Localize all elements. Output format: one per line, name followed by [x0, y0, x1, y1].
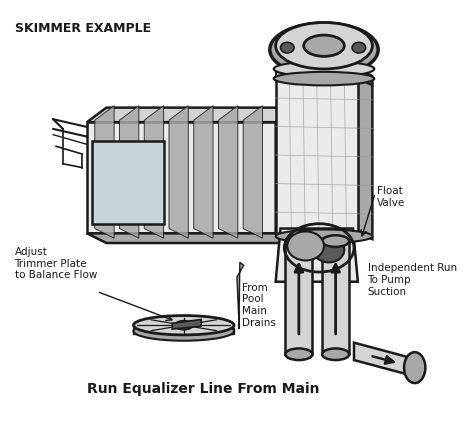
- Text: Float
Valve: Float Valve: [377, 186, 405, 207]
- Polygon shape: [237, 263, 244, 329]
- Polygon shape: [219, 107, 238, 239]
- Polygon shape: [276, 229, 358, 282]
- Ellipse shape: [313, 238, 344, 263]
- Text: SKIMMER EXAMPLE: SKIMMER EXAMPLE: [15, 22, 151, 34]
- Polygon shape: [134, 329, 234, 334]
- Ellipse shape: [404, 352, 425, 383]
- Ellipse shape: [276, 24, 373, 70]
- Polygon shape: [169, 107, 188, 239]
- Ellipse shape: [281, 43, 294, 54]
- Ellipse shape: [322, 236, 349, 247]
- Ellipse shape: [276, 230, 373, 243]
- Polygon shape: [276, 77, 358, 234]
- Ellipse shape: [304, 36, 344, 57]
- Polygon shape: [276, 70, 358, 80]
- Ellipse shape: [287, 232, 324, 261]
- Polygon shape: [194, 107, 213, 239]
- Ellipse shape: [134, 316, 234, 335]
- Polygon shape: [358, 77, 373, 240]
- Polygon shape: [358, 70, 373, 86]
- Ellipse shape: [273, 62, 374, 77]
- Polygon shape: [354, 343, 415, 376]
- Ellipse shape: [134, 322, 234, 341]
- Ellipse shape: [322, 349, 349, 360]
- Polygon shape: [243, 107, 263, 239]
- Polygon shape: [322, 242, 349, 354]
- Ellipse shape: [270, 24, 378, 77]
- Polygon shape: [87, 234, 295, 243]
- Text: Adjust
Trimmer Plate
to Balance Flow: Adjust Trimmer Plate to Balance Flow: [15, 246, 97, 280]
- Ellipse shape: [175, 321, 192, 330]
- Text: Independent Run
To Pump
Suction: Independent Run To Pump Suction: [367, 263, 456, 296]
- Polygon shape: [92, 142, 164, 224]
- Polygon shape: [87, 123, 276, 234]
- Polygon shape: [144, 107, 164, 239]
- Polygon shape: [276, 108, 295, 243]
- Text: From
Pool
Main
Drains: From Pool Main Drains: [242, 282, 276, 327]
- Polygon shape: [119, 107, 139, 239]
- Polygon shape: [95, 107, 114, 239]
- Ellipse shape: [285, 349, 312, 360]
- Polygon shape: [172, 319, 201, 329]
- Ellipse shape: [273, 73, 374, 86]
- Ellipse shape: [285, 236, 312, 247]
- Polygon shape: [285, 242, 312, 354]
- Polygon shape: [87, 108, 295, 123]
- Ellipse shape: [352, 43, 365, 54]
- Text: Run Equalizer Line From Main: Run Equalizer Line From Main: [87, 381, 319, 395]
